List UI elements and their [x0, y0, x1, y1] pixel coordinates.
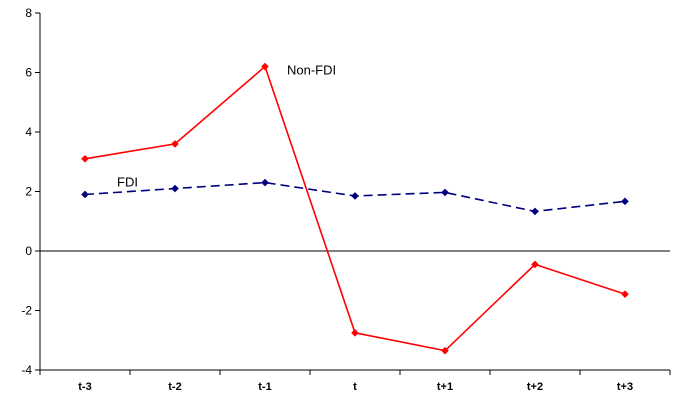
x-tick-label: t+3 — [617, 381, 633, 393]
series-label-non-fdi: Non-FDI — [287, 63, 336, 78]
series-label-fdi: FDI — [117, 174, 138, 189]
y-axis-ticks: 8 6 4 2 0 -2 -4 — [21, 6, 40, 377]
data-point — [261, 62, 269, 71]
data-point — [351, 329, 359, 337]
x-tick-label: t-3 — [78, 381, 91, 393]
y-tick-label: -2 — [21, 304, 32, 318]
data-point — [351, 192, 359, 200]
data-point — [441, 346, 449, 355]
y-tick-label: 8 — [25, 6, 32, 20]
data-point — [531, 260, 539, 269]
x-tick-label: t-2 — [168, 381, 181, 393]
series-line-non-fdi — [84, 65, 626, 352]
y-tick-label: 2 — [25, 185, 32, 199]
series-labels: Non-FDI FDI — [117, 63, 336, 190]
x-axis-ticks: t-3 t-2 t-1 t t+1 t+2 t+3 — [39, 370, 671, 393]
y-tick-label: -4 — [21, 363, 32, 377]
data-point — [171, 184, 179, 193]
data-point — [171, 140, 179, 148]
data-point — [531, 207, 539, 216]
data-point — [261, 178, 269, 187]
data-point — [621, 197, 629, 206]
y-tick-label: 0 — [25, 244, 32, 258]
series-group — [81, 62, 629, 355]
y-tick-label: 6 — [25, 66, 32, 80]
x-tick-label: t+1 — [437, 381, 453, 393]
y-tick-label: 4 — [25, 125, 32, 139]
data-point — [621, 290, 629, 298]
x-tick-label: t — [353, 381, 357, 393]
data-point — [81, 190, 89, 199]
x-tick-label: t+2 — [527, 381, 543, 393]
data-point — [441, 188, 449, 197]
data-point — [81, 154, 89, 163]
x-tick-label: t-1 — [258, 381, 271, 393]
